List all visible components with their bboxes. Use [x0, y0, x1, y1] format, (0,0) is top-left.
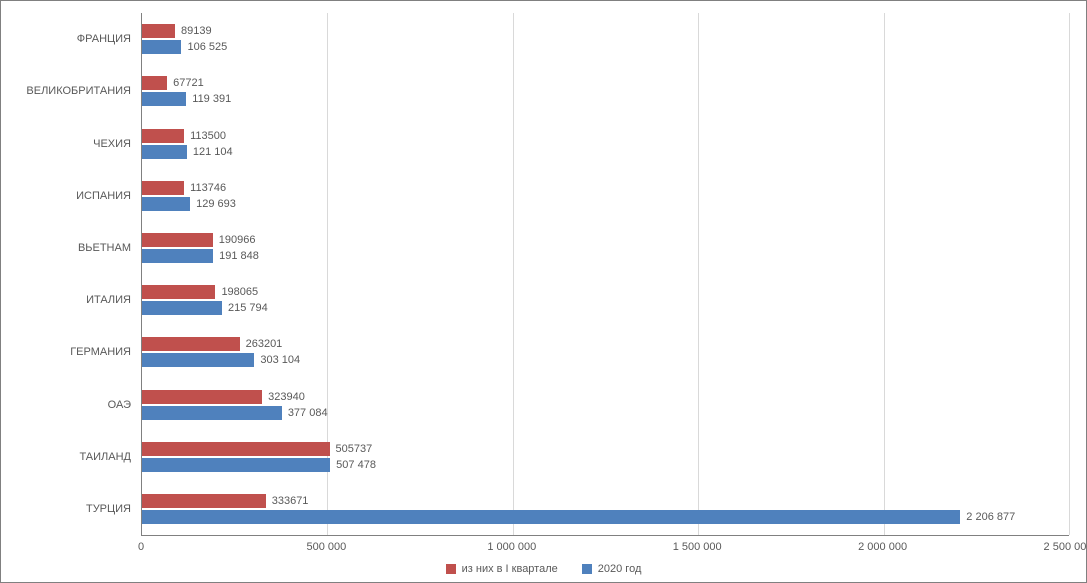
- bar-series-q1: [142, 129, 184, 143]
- bar-value-label: 113500: [190, 130, 226, 142]
- bar-value-label: 263201: [246, 338, 283, 350]
- bar-value-label: 2 206 877: [966, 511, 1015, 523]
- gridline: [884, 13, 885, 535]
- bar-value-label: 505737: [336, 443, 373, 455]
- bar-series-q1: [142, 181, 184, 195]
- y-tick-label: ИСПАНИЯ: [76, 190, 131, 202]
- bar-series-2020: [142, 197, 190, 211]
- gridline: [513, 13, 514, 535]
- bar-series-q1: [142, 337, 240, 351]
- bar-series-2020: [142, 145, 187, 159]
- plot-area: 333671 2 206 877 505737 507 478 323940 377 08…: [141, 13, 1069, 536]
- bar-series-2020: [142, 40, 181, 54]
- bar-series-2020: [142, 301, 222, 315]
- bar-series-2020: [142, 510, 960, 524]
- bar-value-label: 190966: [219, 234, 256, 246]
- bar-value-label: 333671: [272, 495, 309, 507]
- y-tick-label: ЧЕХИЯ: [93, 138, 131, 150]
- y-tick-label: ВЕЛИКОБРИТАНИЯ: [26, 85, 131, 97]
- x-tick-label: 2 500 000: [1044, 541, 1087, 553]
- bar-value-label: 113746: [190, 182, 226, 194]
- x-tick-label: 500 000: [307, 541, 347, 553]
- bar-series-q1: [142, 390, 262, 404]
- bar-series-q1: [142, 494, 266, 508]
- bar-chart: 333671 2 206 877 505737 507 478 323940 377 08…: [0, 0, 1087, 583]
- x-tick-label: 1 500 000: [673, 541, 722, 553]
- bar-series-2020: [142, 406, 282, 420]
- gridline: [698, 13, 699, 535]
- bar-value-label: 198065: [221, 286, 258, 298]
- y-tick-label: ОАЭ: [108, 399, 131, 411]
- y-tick-label: ВЬЕТНАМ: [78, 242, 131, 254]
- legend-swatch: [446, 564, 456, 574]
- bar-series-2020: [142, 249, 213, 263]
- bar-series-q1: [142, 24, 175, 38]
- bar-value-label: 106 525: [187, 41, 227, 53]
- bar-value-label: 129 693: [196, 198, 236, 210]
- bar-value-label: 121 104: [193, 146, 233, 158]
- gridline: [327, 13, 328, 535]
- bar-value-label: 191 848: [219, 250, 259, 262]
- y-tick-label: ФРАНЦИЯ: [77, 33, 131, 45]
- bar-series-2020: [142, 92, 186, 106]
- y-tick-label: ГЕРМАНИЯ: [70, 346, 131, 358]
- y-tick-label: ТАИЛАНД: [79, 451, 131, 463]
- legend-swatch: [582, 564, 592, 574]
- legend-label: 2020 год: [598, 563, 642, 575]
- bar-value-label: 323940: [268, 391, 305, 403]
- x-tick-label: 1 000 000: [487, 541, 536, 553]
- bar-series-q1: [142, 233, 213, 247]
- bar-value-label: 119 391: [192, 93, 231, 105]
- bar-series-q1: [142, 76, 167, 90]
- x-tick-label: 0: [138, 541, 144, 553]
- y-tick-label: ИТАЛИЯ: [86, 294, 131, 306]
- bar-value-label: 507 478: [336, 459, 376, 471]
- bar-series-q1: [142, 285, 215, 299]
- bar-value-label: 215 794: [228, 302, 268, 314]
- bar-series-q1: [142, 442, 330, 456]
- bar-series-2020: [142, 458, 330, 472]
- x-tick-label: 2 000 000: [858, 541, 907, 553]
- bar-series-2020: [142, 353, 254, 367]
- gridline: [1069, 13, 1070, 535]
- legend-item: 2020 год: [582, 563, 642, 575]
- bar-value-label: 89139: [181, 25, 212, 37]
- bar-value-label: 377 084: [288, 407, 328, 419]
- bar-value-label: 303 104: [260, 354, 300, 366]
- y-tick-label: ТУРЦИЯ: [86, 503, 131, 515]
- legend-label: из них в I квартале: [462, 563, 558, 575]
- bar-value-label: 67721: [173, 77, 204, 89]
- legend: из них в I квартале 2020 год: [1, 563, 1086, 575]
- legend-item: из них в I квартале: [446, 563, 558, 575]
